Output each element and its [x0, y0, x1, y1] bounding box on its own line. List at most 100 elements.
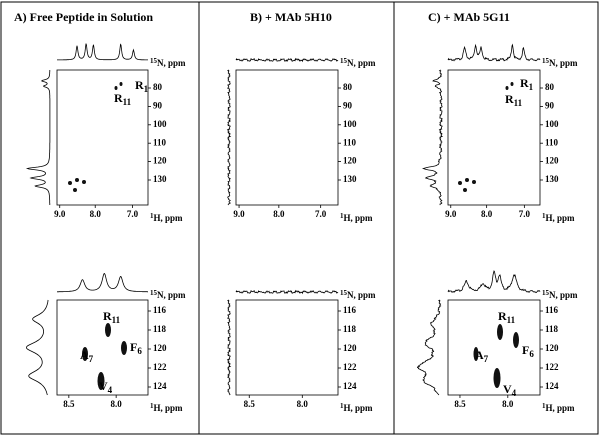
superscript: 15 — [542, 289, 550, 297]
cross-peak — [73, 188, 77, 192]
cross-peak — [82, 347, 88, 361]
cross-peak — [119, 82, 123, 86]
y-tick-label: 110 — [343, 137, 357, 147]
peak-letter: R — [114, 91, 123, 105]
x-axis-label: 1H, ppm — [150, 212, 183, 223]
superscript: 15 — [150, 57, 158, 65]
peak-label: V4 — [99, 379, 113, 395]
axis-label: H, ppm — [154, 403, 184, 413]
x-tick-label: 8.5 — [63, 399, 75, 409]
superscript: 15 — [340, 57, 348, 65]
x-tick-label: 9.0 — [445, 209, 457, 219]
cross-peak — [497, 324, 503, 340]
peak-subscript: 1 — [144, 84, 149, 94]
x-tick-label: 8.5 — [244, 399, 256, 409]
y-tick-label: 90 — [343, 100, 353, 110]
spectrum-1d — [57, 272, 148, 293]
spectrum-2d-box — [235, 299, 339, 396]
peak-letter: F — [130, 340, 137, 354]
y-tick-label: 116 — [153, 305, 167, 315]
x-tick-label: 8.0 — [481, 209, 493, 219]
peak-subscript: 11 — [112, 315, 121, 325]
y-tick-label: 120 — [545, 343, 559, 353]
x-tick-label: 9.0 — [233, 209, 245, 219]
panel-title: A) Free Peptide in Solution — [14, 10, 153, 24]
spectrum-1d — [421, 69, 444, 206]
x-tick-label: 8.0 — [273, 209, 285, 219]
x-tick-label: 9.0 — [54, 209, 66, 219]
x-tick-label: 7.0 — [127, 209, 139, 219]
y-tick-label: 116 — [545, 305, 559, 315]
peak-subscript: 11 — [123, 97, 132, 107]
superscript: 15 — [150, 289, 158, 297]
superscript: 1 — [542, 402, 546, 410]
cross-peak — [75, 178, 79, 182]
cross-peak — [121, 341, 127, 355]
cross-peak — [473, 347, 479, 361]
spectrum-1d — [25, 299, 49, 396]
peak-label: R1 — [520, 76, 534, 92]
x-tick-label: 7.0 — [315, 209, 327, 219]
spectrum-1d — [447, 270, 541, 294]
peak-label: R11 — [114, 91, 132, 107]
peak-letter: A — [80, 348, 89, 362]
spectrum-1d — [226, 69, 232, 206]
panel-title: B) + MAb 5H10 — [250, 10, 332, 24]
x-tick-label: 8.0 — [111, 399, 123, 409]
y-tick-label: 130 — [545, 174, 559, 184]
cross-peak — [465, 178, 469, 182]
y-tick-label: 124 — [153, 381, 167, 391]
y-tick-label: 130 — [153, 174, 167, 184]
y-tick-label: 90 — [545, 100, 555, 110]
axis-label: H, ppm — [154, 213, 184, 223]
y-tick-label: 118 — [343, 324, 357, 334]
spectrum-2d-box — [56, 299, 149, 396]
y-tick-label: 120 — [153, 156, 167, 166]
superscript: 1 — [542, 212, 546, 220]
y-axis-label: 15N, ppm — [150, 57, 186, 68]
y-tick-label: 122 — [545, 362, 559, 372]
panel-title: C) + MAb 5G11 — [428, 10, 510, 24]
x-tick-label: 7.0 — [519, 209, 531, 219]
x-axis-label: 1H, ppm — [150, 402, 183, 413]
peak-label: R11 — [103, 309, 121, 325]
peak-letter: R — [103, 309, 112, 323]
cross-peak — [68, 181, 72, 185]
y-tick-label: 110 — [153, 137, 167, 147]
axis-label: H, ppm — [344, 403, 374, 413]
axis-label: H, ppm — [546, 213, 576, 223]
peak-subscript: 6 — [137, 346, 142, 356]
spectrum-1d — [235, 289, 339, 295]
axis-label: N, ppm — [347, 290, 376, 300]
peak-label: F6 — [130, 340, 142, 356]
peak-label: V4 — [503, 382, 517, 398]
spectrum-2d-box — [235, 69, 339, 206]
axis-label: N, ppm — [157, 58, 186, 68]
peak-letter: R — [135, 78, 144, 92]
y-tick-label: 118 — [153, 324, 167, 334]
y-tick-label: 130 — [343, 174, 357, 184]
peak-subscript: 6 — [529, 349, 534, 359]
y-tick-label: 90 — [153, 100, 163, 110]
axis-label: H, ppm — [344, 213, 374, 223]
axis-label: H, ppm — [546, 403, 576, 413]
y-tick-label: 120 — [545, 156, 559, 166]
x-axis-label: 1H, ppm — [340, 402, 373, 413]
cross-peak — [493, 368, 501, 388]
peak-letter: R — [520, 76, 529, 90]
superscript: 1 — [340, 402, 344, 410]
x-axis-label: 1H, ppm — [542, 402, 575, 413]
y-axis-label: 15N, ppm — [542, 289, 578, 300]
peak-letter: R — [498, 309, 507, 323]
y-tick-label: 116 — [343, 305, 357, 315]
x-tick-label: 8.0 — [297, 399, 309, 409]
cross-peak — [510, 82, 514, 86]
cross-peak — [463, 188, 467, 192]
superscript: 1 — [340, 212, 344, 220]
peak-label: A7 — [475, 348, 489, 364]
y-tick-label: 124 — [343, 381, 357, 391]
peak-label: R11 — [498, 309, 516, 325]
peak-label: R11 — [505, 92, 523, 108]
